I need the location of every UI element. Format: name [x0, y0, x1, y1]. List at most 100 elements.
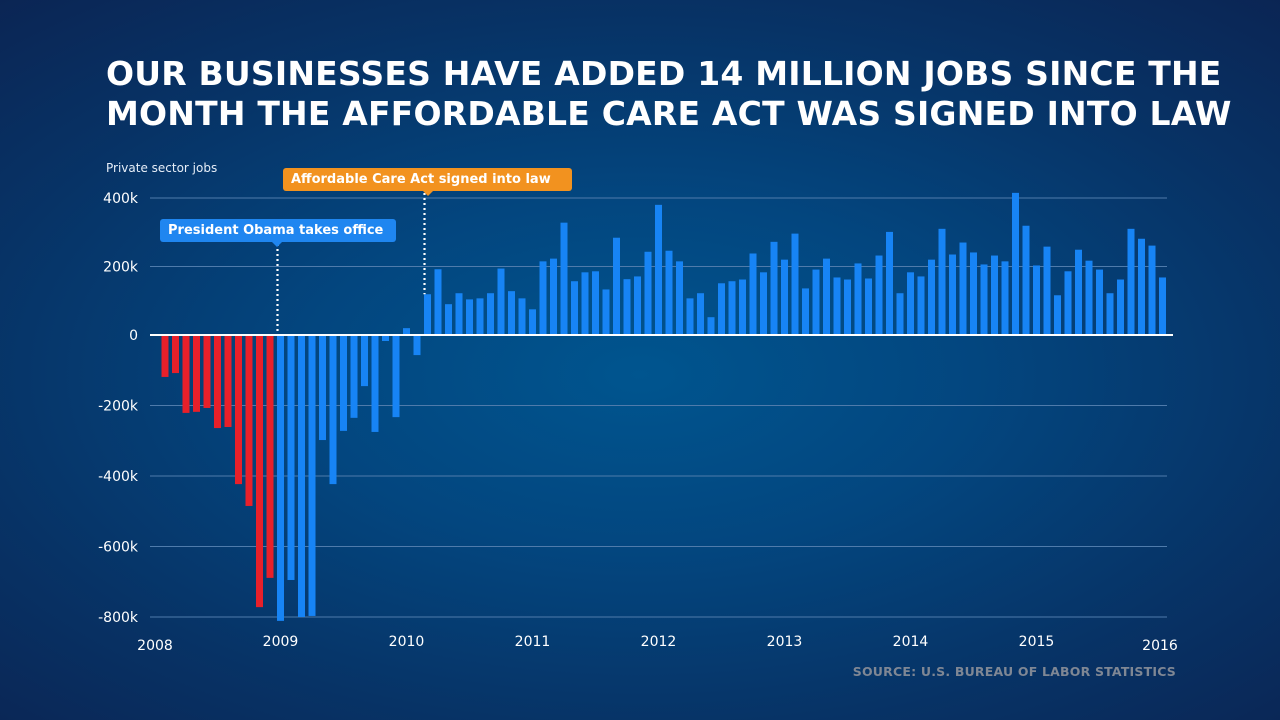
bar — [161, 335, 169, 377]
bar — [634, 276, 641, 335]
bar — [371, 335, 379, 432]
x-tick-label: 2009 — [263, 634, 299, 650]
bar — [949, 254, 956, 335]
bar — [445, 304, 452, 335]
bar — [770, 241, 778, 335]
bar — [1159, 277, 1166, 335]
aca-callout-label: Affordable Care Act signed into law — [291, 172, 551, 187]
bar — [917, 276, 925, 335]
aca-callout-pointer — [423, 191, 433, 196]
bar — [455, 293, 463, 335]
bar — [1127, 228, 1135, 335]
bar — [802, 288, 809, 335]
bar — [833, 277, 841, 335]
bar — [760, 272, 767, 335]
bars — [161, 192, 1166, 621]
y-tick-label: -400k — [98, 469, 139, 485]
bar — [655, 204, 662, 335]
x-tick-label: 2012 — [641, 634, 677, 650]
bar — [182, 335, 190, 413]
bar — [1148, 245, 1156, 335]
y-tick-label: 400k — [103, 191, 139, 207]
bar — [959, 242, 967, 335]
bar — [749, 253, 757, 335]
obama-callout: President Obama takes office — [160, 219, 396, 247]
bar — [907, 272, 914, 335]
bar — [413, 335, 421, 356]
bar — [487, 293, 494, 335]
bar — [644, 251, 652, 335]
bar — [277, 335, 284, 621]
bar — [781, 259, 788, 335]
bar — [875, 255, 883, 335]
bar — [865, 278, 872, 335]
y-tick-label: -600k — [98, 540, 139, 556]
y-tick-label: 200k — [103, 260, 139, 276]
bar — [854, 263, 862, 335]
y-tick-label: -800k — [98, 610, 139, 626]
bar — [560, 222, 568, 335]
bar — [235, 335, 242, 485]
bar — [812, 269, 820, 335]
title-line-1: OUR BUSINESSES HAVE ADDED 14 MILLION JOB… — [106, 54, 1222, 93]
bar — [1043, 246, 1051, 335]
bar — [266, 335, 274, 578]
x-tick-label: 2011 — [515, 634, 551, 650]
bar — [539, 261, 547, 335]
x-tick-label: 2010 — [389, 634, 425, 650]
bar — [1096, 269, 1103, 335]
bar — [1106, 293, 1114, 335]
x-axis-ticks: 2008 2009 2010 2011 2012 2013 2014 2015 2016 — [137, 634, 1178, 654]
bar — [518, 298, 526, 335]
bar — [214, 335, 221, 429]
y-axis-ticks: 400k 200k 0 -200k -400k -600k -800k — [98, 191, 139, 626]
bar — [466, 299, 473, 335]
bar — [319, 335, 326, 441]
bar — [350, 335, 358, 418]
bar — [245, 335, 253, 506]
bar — [1012, 192, 1019, 335]
bar — [1117, 279, 1124, 335]
bar — [403, 328, 410, 335]
bar — [697, 293, 704, 335]
bar — [340, 335, 347, 431]
title-line-2: MONTH THE AFFORDABLE CARE ACT WAS SIGNED… — [106, 94, 1232, 133]
bar — [298, 335, 305, 617]
bar — [896, 293, 904, 335]
bar — [938, 228, 946, 335]
bar — [623, 279, 631, 335]
bar — [476, 298, 484, 335]
bar — [686, 298, 694, 335]
bar — [1138, 238, 1145, 335]
chart-title: OUR BUSINESSES HAVE ADDED 14 MILLION JOB… — [106, 54, 1232, 134]
bar — [791, 233, 799, 335]
bar — [844, 279, 851, 335]
y-tick-label: 0 — [129, 328, 138, 344]
bar — [592, 271, 599, 335]
bar — [529, 309, 536, 335]
y-tick-label: -200k — [98, 399, 139, 415]
bar — [382, 335, 389, 341]
bar — [392, 335, 400, 418]
bar — [665, 250, 673, 335]
bar — [361, 335, 368, 387]
bar — [1064, 271, 1072, 335]
bar — [613, 237, 620, 335]
source-note: SOURCE: U.S. BUREAU OF LABOR STATISTICS — [852, 664, 1176, 679]
bar — [980, 264, 988, 335]
bar — [308, 335, 316, 616]
x-tick-label: 2013 — [767, 634, 803, 650]
bar — [424, 294, 431, 335]
bar — [581, 272, 589, 335]
aca-callout: Affordable Care Act signed into law — [283, 168, 572, 196]
bar — [1054, 295, 1061, 335]
bar — [970, 252, 977, 335]
bar — [224, 335, 232, 428]
bar — [550, 258, 557, 335]
bar — [676, 261, 683, 335]
y-axis-label: Private sector jobs — [106, 161, 218, 175]
x-tick-label: 2015 — [1019, 634, 1055, 650]
bar — [1022, 225, 1030, 335]
x-tick-label: 2016 — [1142, 638, 1178, 654]
